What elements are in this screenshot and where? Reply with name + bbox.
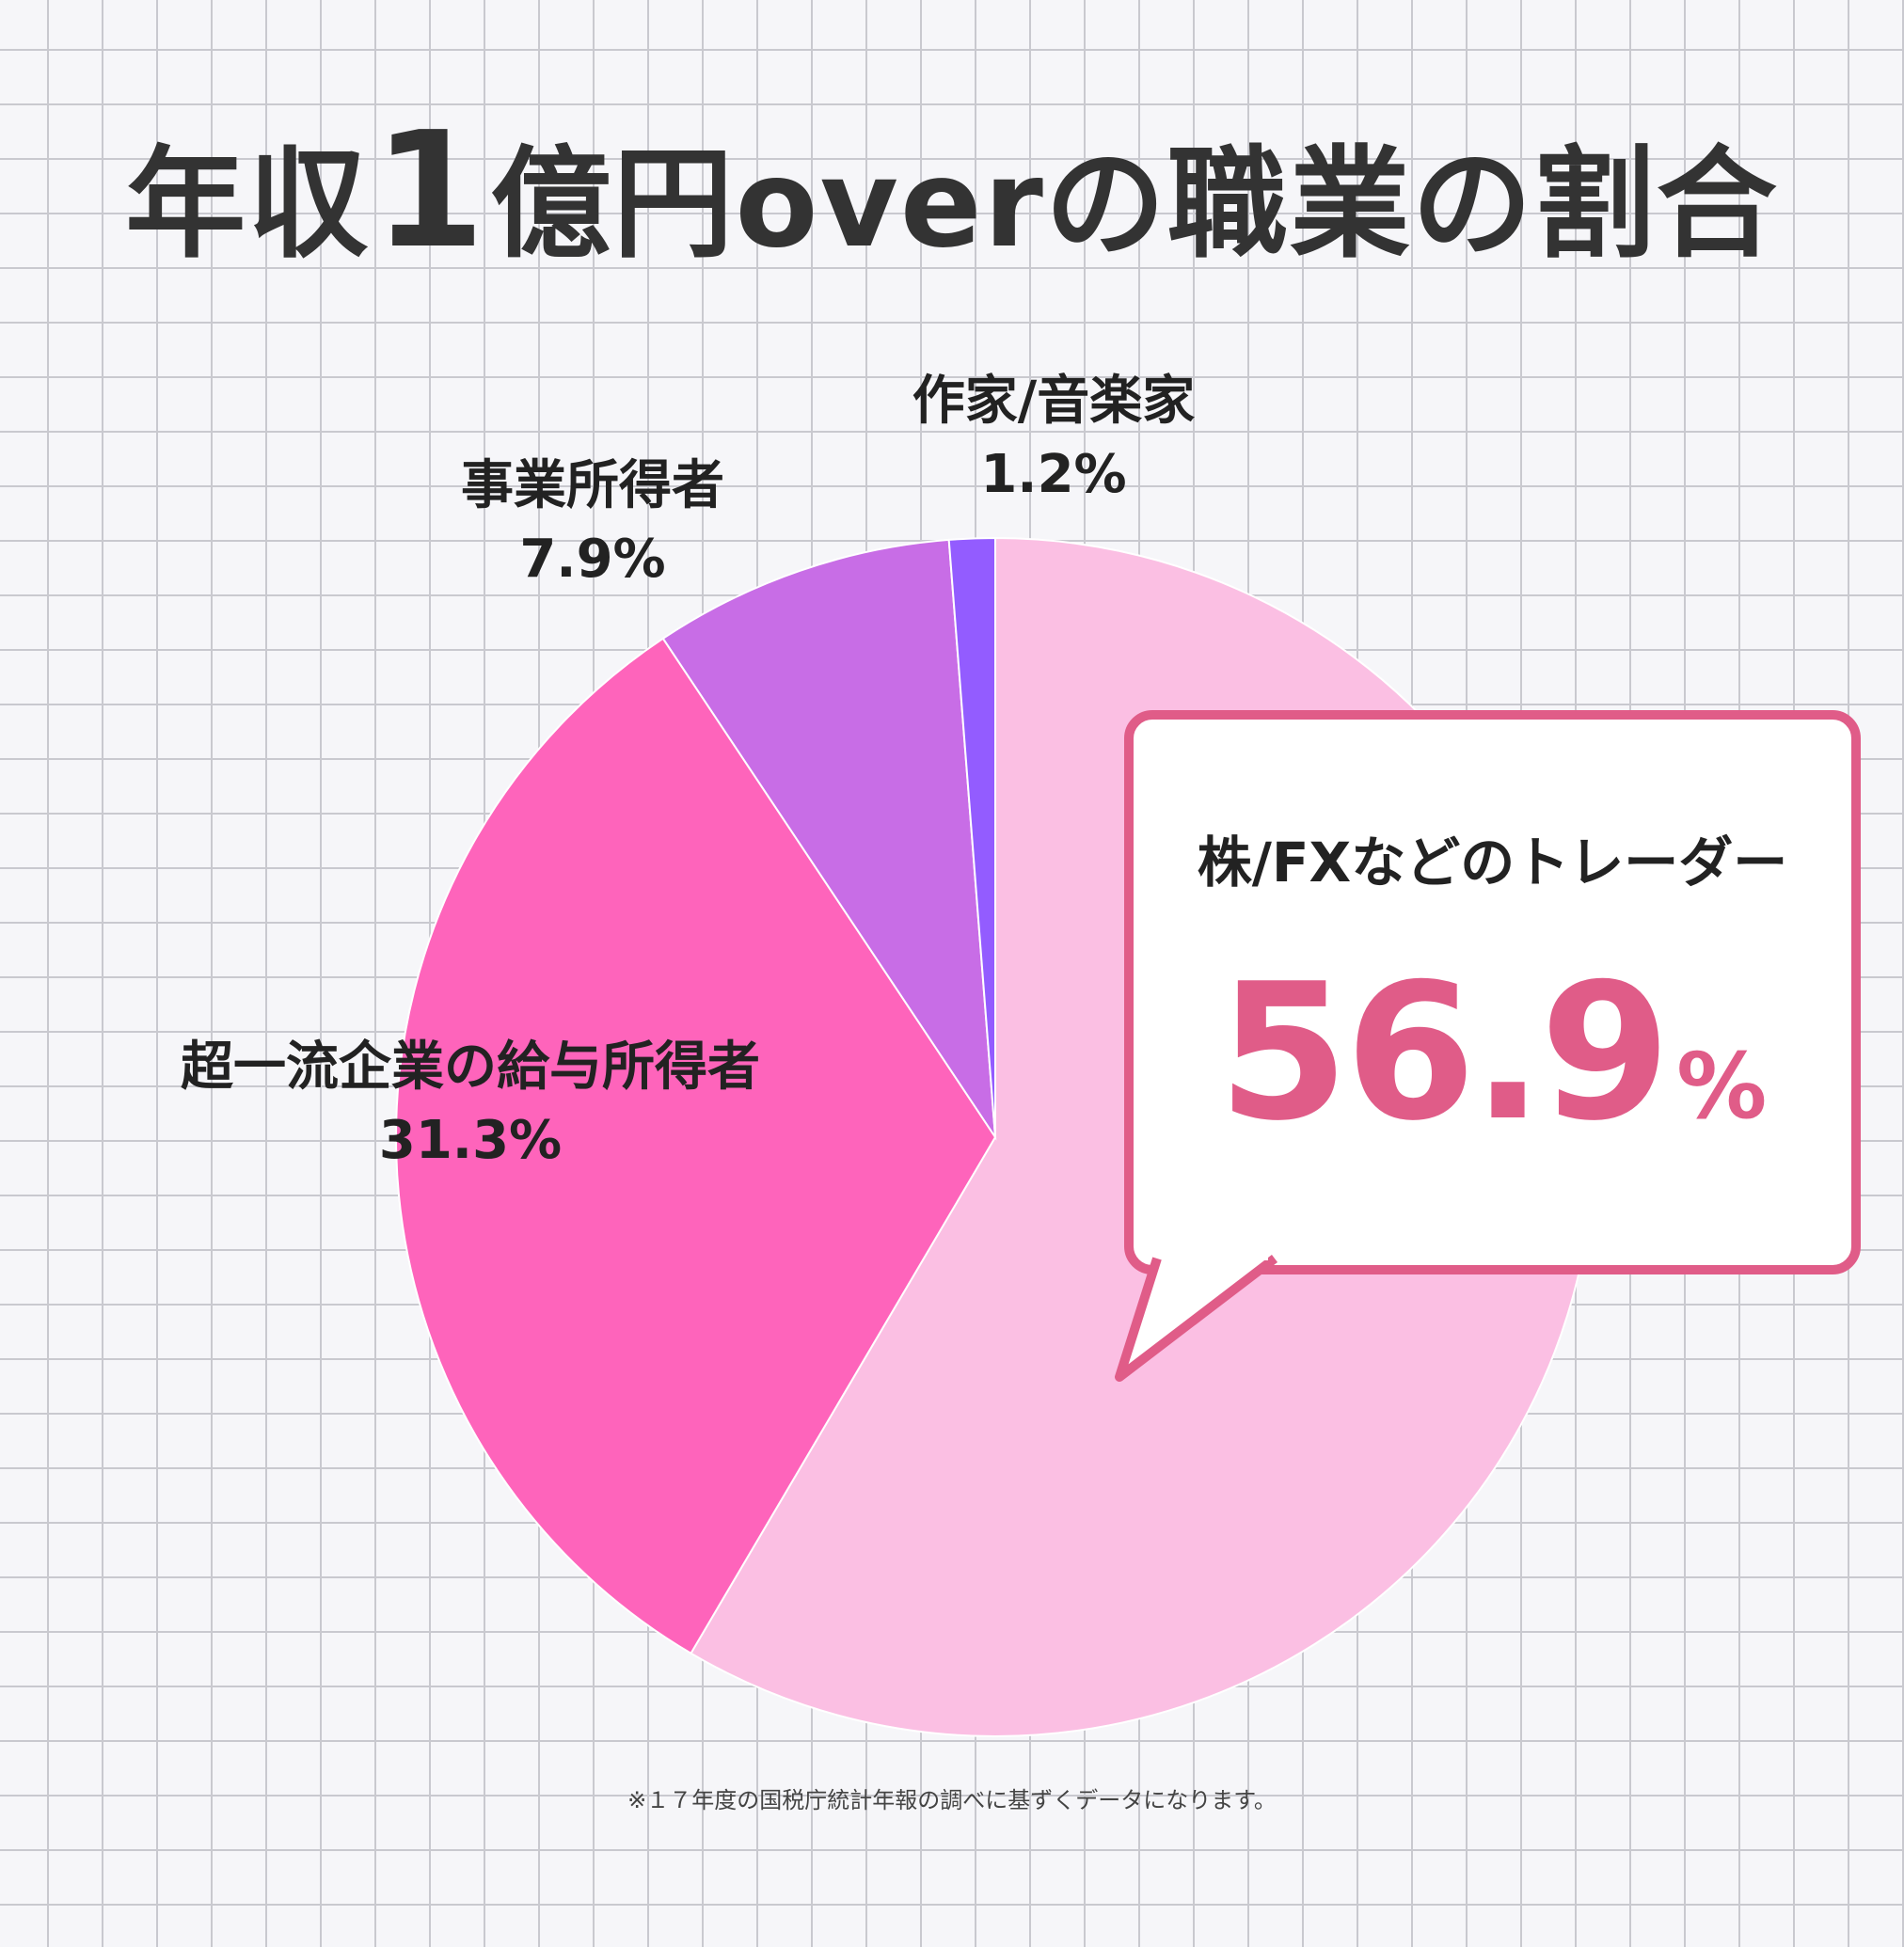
title-pre: 年収: [125, 135, 371, 275]
label-salaried-elite-value: 31.3%: [378, 1110, 563, 1171]
pie-slice-writer-musician: [947, 536, 996, 1138]
label-writer-musician: 作家/音楽家 1.2%: [771, 369, 1336, 508]
footnote: ※１７年度の国税庁統計年報の調べに基ずくデータになります。: [627, 1787, 1277, 1813]
label-business-income: 事業所得者 7.9%: [357, 453, 828, 593]
label-business-income-value: 7.9%: [519, 529, 666, 590]
callout-tail: [1115, 1251, 1278, 1382]
title-highlight: 1: [373, 98, 487, 284]
callout-box: [1124, 710, 1861, 1274]
label-writer-musician-name: 作家/音楽家: [912, 371, 1196, 432]
callout-value-unit: %: [1676, 1034, 1768, 1139]
pie-slice-salaried-elite: [395, 637, 997, 1655]
label-salaried-elite: 超一流企業の給与所得者 31.3%: [122, 1035, 818, 1174]
label-salaried-elite-name: 超一流企業の給与所得者: [181, 1037, 760, 1098]
title-post: 億円overの職業の割合: [490, 135, 1779, 275]
page-title: 年収1億円overの職業の割合: [0, 111, 1904, 271]
callout-value-number: 56.9: [1217, 943, 1671, 1163]
pie-slice-business-income: [661, 538, 997, 1141]
callout-label: 株/FXなどのトレーダー: [1197, 831, 1788, 894]
label-business-income-name: 事業所得者: [461, 455, 724, 516]
label-writer-musician-value: 1.2%: [980, 444, 1127, 505]
callout-value: 56.9%: [1124, 959, 1861, 1148]
